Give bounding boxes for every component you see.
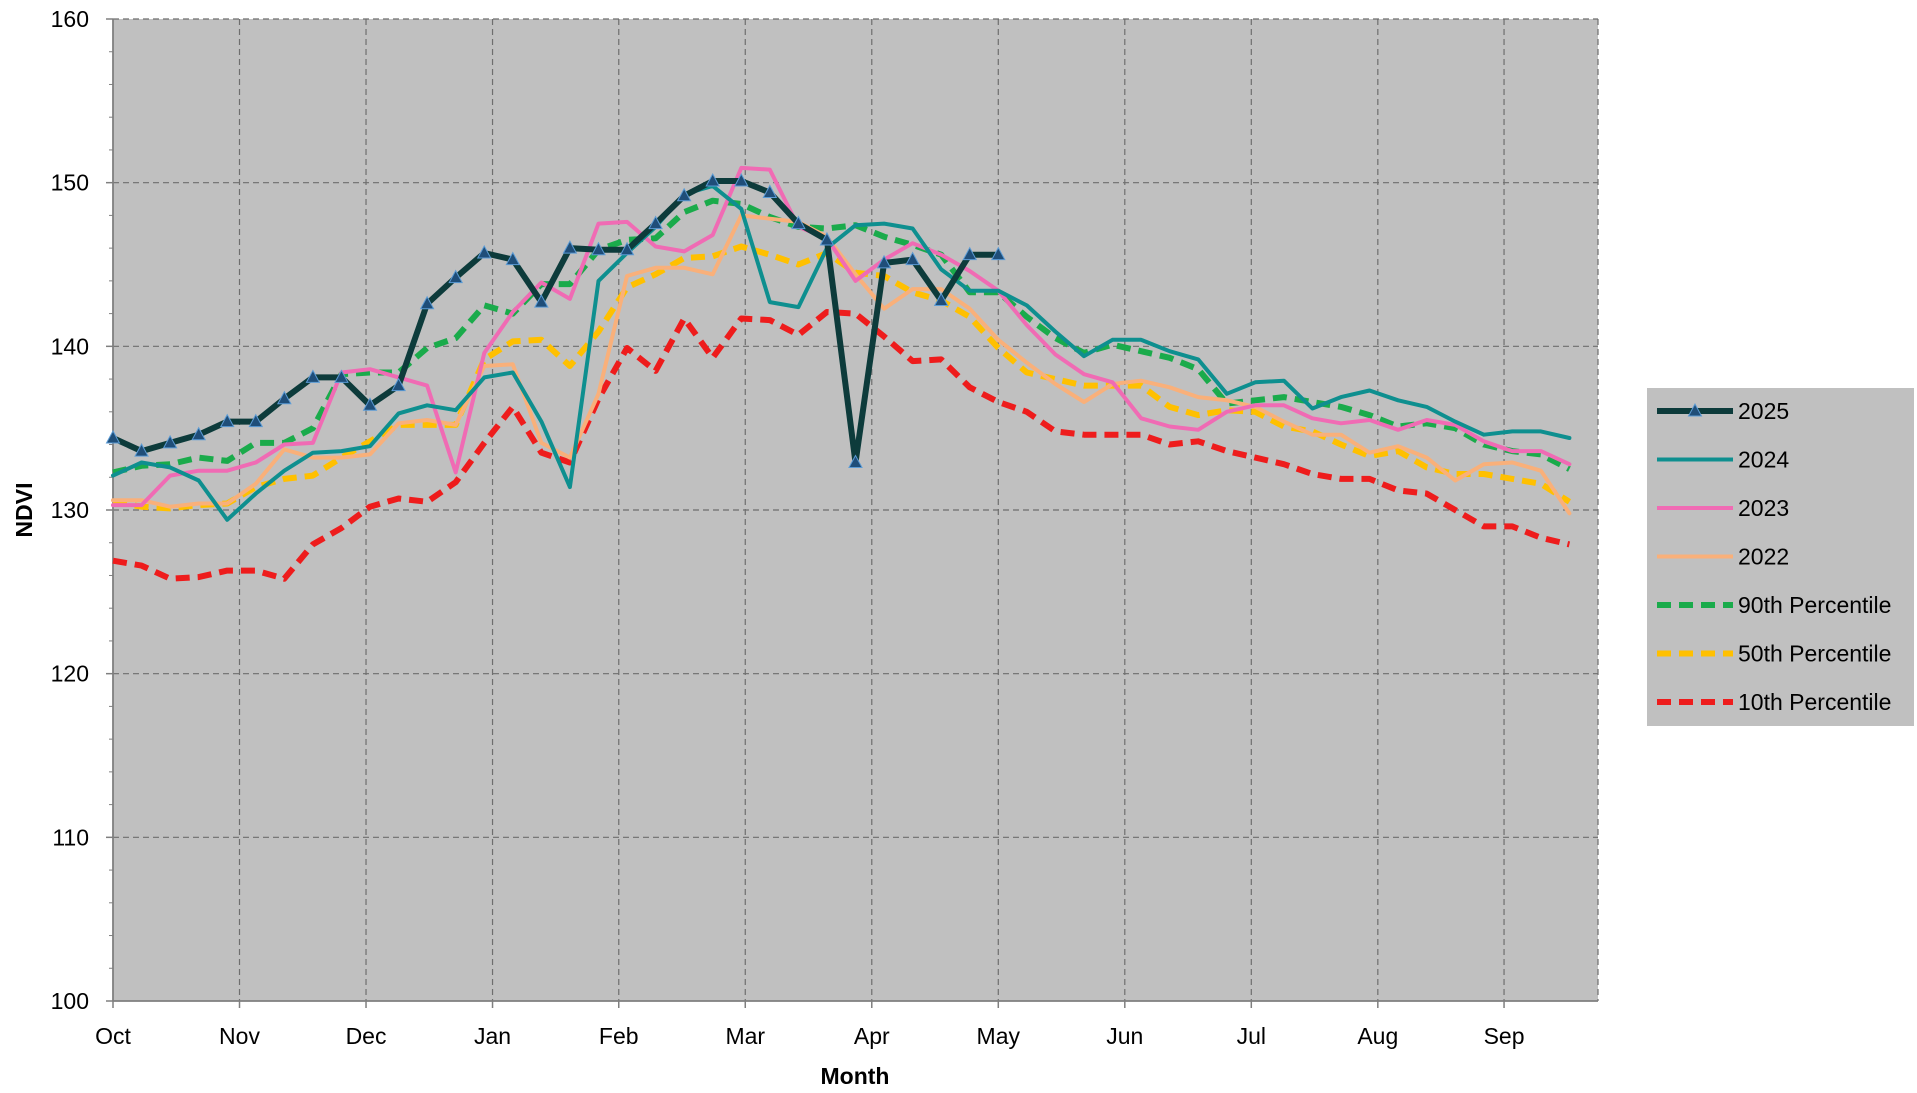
data-point-2025 [990,246,1006,261]
y-tick-label: 110 [52,824,89,850]
legend-label-2024: 2024 [1738,447,1789,473]
data-point-2025 [876,254,892,269]
data-point-2025 [476,244,492,259]
series-lines [105,165,1572,582]
y-tick-label: 160 [51,6,89,32]
y-tick-label: 120 [51,661,89,687]
data-point-2025 [362,397,378,411]
data-point-2025 [248,413,264,428]
data-point-2025 [648,215,663,230]
x-tick-label: Feb [599,1023,639,1049]
data-point-2025 [905,251,920,266]
x-tick-label: Dec [346,1023,387,1049]
data-point-2025 [391,377,406,392]
data-point-2025 [619,241,635,256]
data-point-2025 [676,187,692,202]
y-tick-label: 130 [51,497,89,523]
data-point-2025 [562,240,578,254]
y-tick-label: 150 [51,170,89,196]
data-point-2025 [733,172,749,187]
data-point-2025 [505,251,521,266]
x-axis-title: Month [821,1063,890,1088]
series-line-2025 [110,178,1002,466]
x-tick-label: Nov [219,1023,260,1049]
legend-marker-2025 [1687,402,1703,417]
tick-labels: 100 110 120 130 140 150 160 Oct Nov Dec Jan Feb Mar A… [51,6,1525,1049]
data-point-2025 [448,269,464,284]
data-point-2025 [419,295,435,310]
data-point-2025 [848,454,863,469]
legend-label-2023: 2023 [1738,495,1789,521]
legend-label-90th-percentile: 90th Percentile [1738,592,1891,618]
data-point-2025 [705,172,721,187]
data-point-2025 [933,292,949,307]
x-tick-label: Jan [474,1023,511,1049]
data-point-2025 [791,215,806,230]
x-tick-label: Jul [1237,1023,1266,1049]
data-point-2025 [534,294,549,308]
x-tick-label: Mar [725,1023,765,1049]
axes [106,18,1598,1008]
x-tick-label: Sep [1484,1023,1525,1049]
x-tick-label: Oct [95,1023,131,1049]
data-point-2025 [191,426,207,441]
legend-label-50th-percentile: 50th Percentile [1738,641,1891,667]
data-point-2025 [762,184,778,198]
data-point-2025 [162,434,178,449]
x-tick-label: May [977,1023,1021,1049]
data-point-2025 [962,246,978,261]
data-point-2025 [305,369,321,383]
series-line-10th-percentile [112,309,1571,582]
legend-label-2022: 2022 [1738,544,1789,570]
data-point-2025 [105,429,121,444]
series-line-2023 [111,165,1572,508]
series-line-2022 [111,213,1572,516]
x-tick-label: Aug [1357,1023,1398,1049]
data-point-2025 [219,413,235,428]
legend-label-10th-percentile: 10th Percentile [1738,689,1891,715]
y-tick-label: 100 [51,988,89,1014]
data-point-2025 [277,390,292,405]
y-axis-title: NDVI [11,483,37,538]
legend: 2025 2024 2023 2022 90th Percentile 50th Perc… [1647,388,1914,726]
x-tick-label: Apr [854,1023,890,1049]
data-point-2025 [819,231,835,246]
series-line-2024 [111,183,1572,522]
legend-label-2025: 2025 [1738,398,1789,424]
x-tick-label: Jun [1106,1023,1143,1049]
data-point-2025 [334,369,349,383]
y-tick-label: 140 [51,333,89,359]
data-point-2025 [591,241,606,256]
data-point-2025 [134,443,149,457]
